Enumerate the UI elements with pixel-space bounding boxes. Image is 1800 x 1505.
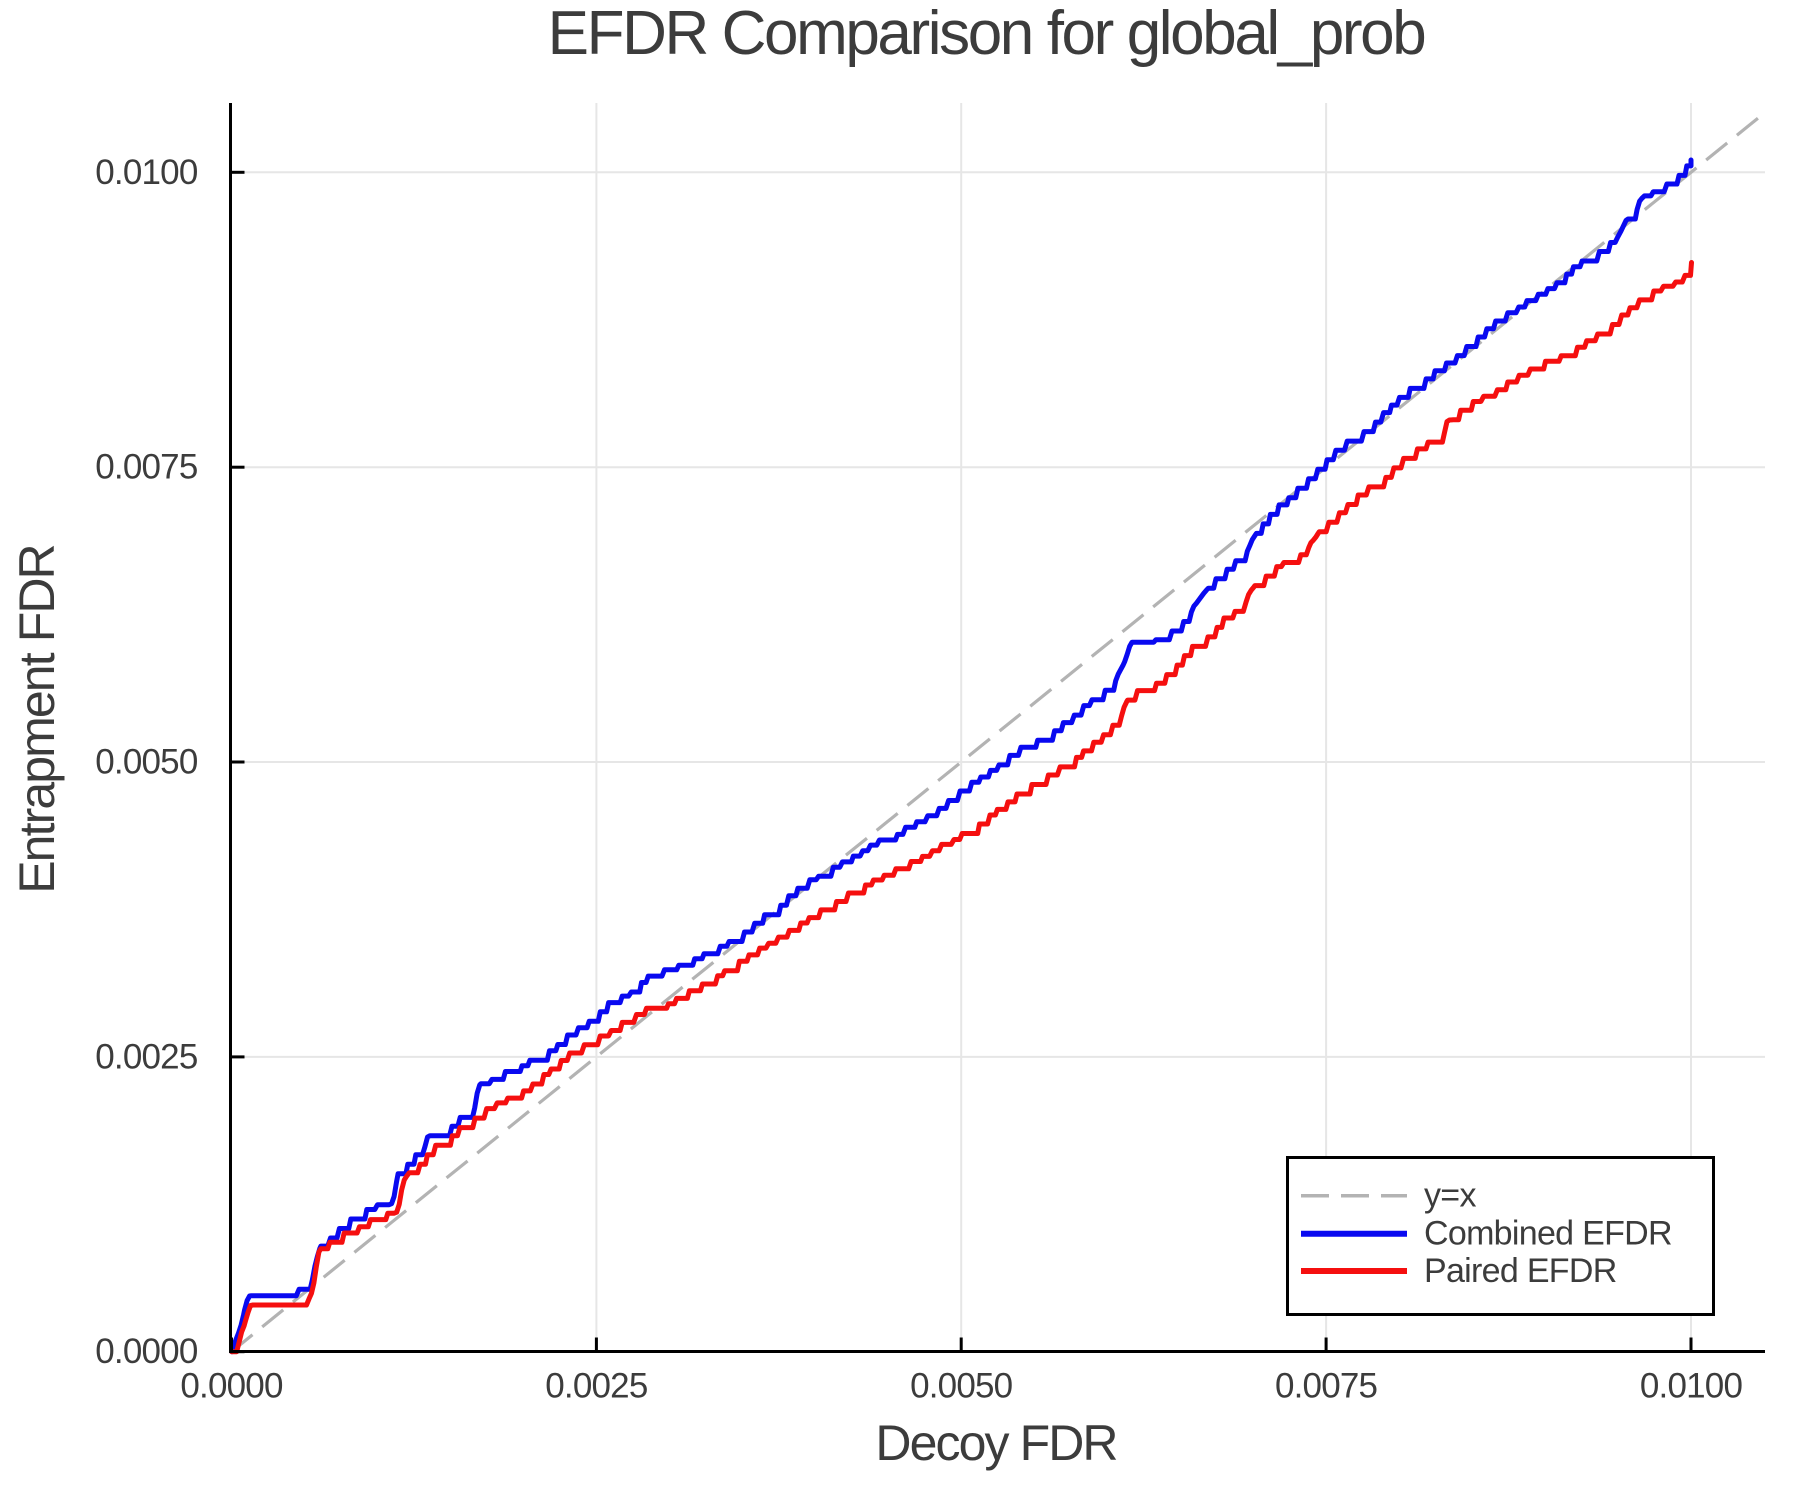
svg-text:Paired EFDR: Paired EFDR	[1424, 1252, 1617, 1290]
svg-text:0.0075: 0.0075	[95, 448, 197, 487]
svg-text:Combined EFDR: Combined EFDR	[1424, 1215, 1672, 1253]
svg-text:0.0050: 0.0050	[910, 1367, 1013, 1406]
svg-text:y=x: y=x	[1424, 1177, 1476, 1215]
svg-text:0.0025: 0.0025	[545, 1367, 647, 1406]
svg-text:Decoy FDR: Decoy FDR	[875, 1415, 1116, 1471]
svg-text:0.0050: 0.0050	[95, 743, 198, 782]
svg-text:0.0075: 0.0075	[1275, 1367, 1377, 1406]
svg-text:Entrapment FDR: Entrapment FDR	[9, 545, 65, 894]
svg-text:0.0100: 0.0100	[95, 153, 198, 192]
svg-text:0.0100: 0.0100	[1640, 1367, 1743, 1406]
svg-text:0.0000: 0.0000	[95, 1332, 198, 1371]
svg-text:0.0025: 0.0025	[95, 1037, 197, 1076]
svg-text:0.0000: 0.0000	[180, 1367, 283, 1406]
svg-text:EFDR Comparison for global_pro: EFDR Comparison for global_prob	[548, 0, 1425, 68]
